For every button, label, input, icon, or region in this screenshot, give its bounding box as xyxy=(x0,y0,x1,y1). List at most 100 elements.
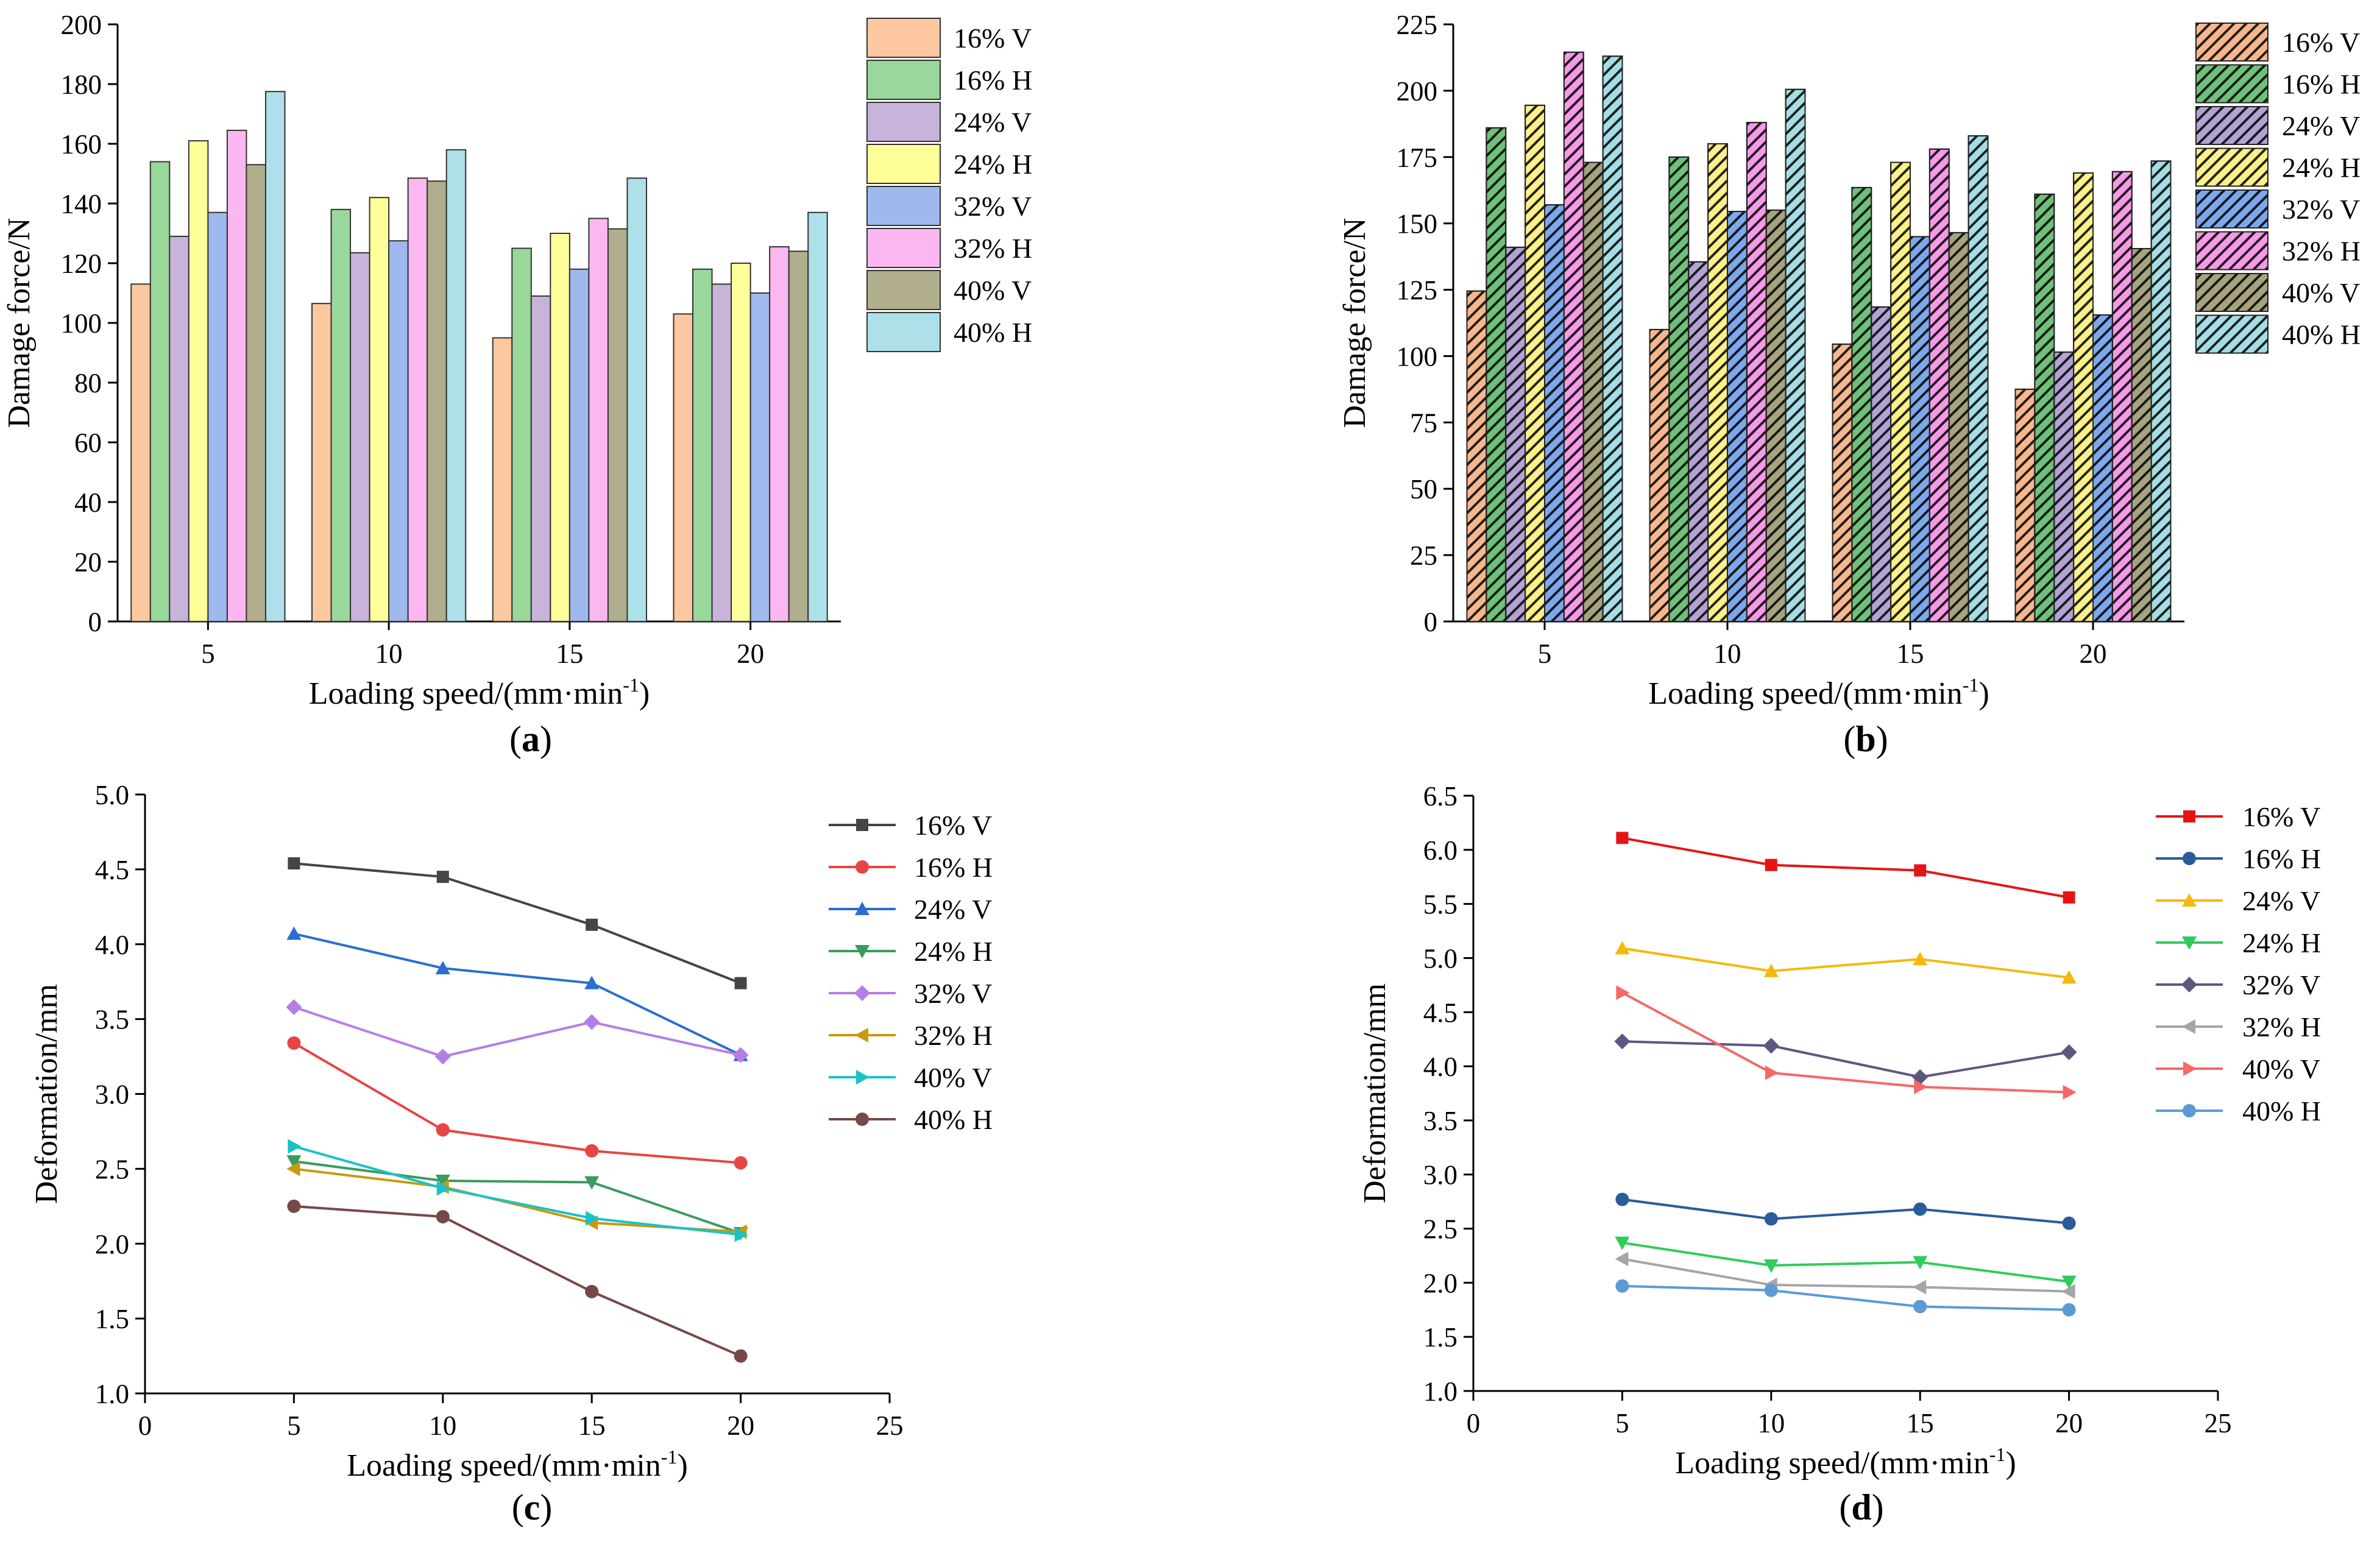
x-tick-label: 25 xyxy=(2205,1408,2232,1439)
panel-c-line-chart: 1.0 1.5 2.0 2.5 3.0 3.5 4.0 4.5 5.0 Deformation/m… xyxy=(29,780,993,1527)
x-axis-title-close: ) xyxy=(677,1448,687,1483)
data-point xyxy=(2181,977,2197,993)
data-point xyxy=(435,961,450,975)
caption-letter: a xyxy=(522,719,540,759)
y-axis-title: Damage force/N xyxy=(2,218,37,428)
x-tick-label: 20 xyxy=(737,639,764,669)
data-point xyxy=(1765,1065,1779,1080)
data-point xyxy=(286,999,302,1015)
data-point xyxy=(2063,891,2075,904)
legend-swatch xyxy=(866,312,941,352)
bar xyxy=(207,211,228,622)
bar xyxy=(692,268,713,622)
bar xyxy=(673,313,694,622)
data-point xyxy=(2062,1216,2076,1230)
x-tick-label: 15 xyxy=(1897,639,1924,669)
x-axis-title-close: ) xyxy=(639,676,650,711)
bar xyxy=(788,250,809,622)
y-tick-label: 60 xyxy=(74,428,102,458)
data-point xyxy=(286,1155,302,1169)
legend-label: 32% H xyxy=(2242,1011,2321,1042)
x-axis-title-main: Loading speed/(mm·min xyxy=(347,1448,661,1483)
y-tick-label: 150 xyxy=(1397,209,1438,239)
series-line xyxy=(293,1006,742,1058)
legend-swatch-hatch xyxy=(2195,231,2268,271)
series-line xyxy=(1622,1241,2069,1283)
data-point xyxy=(2061,1284,2075,1299)
data-point xyxy=(1615,1236,1630,1250)
data-point xyxy=(856,819,868,831)
data-point xyxy=(2182,1019,2195,1034)
data-point xyxy=(584,975,600,989)
data-point xyxy=(855,945,869,958)
bar-hatch xyxy=(1544,204,1565,622)
data-point xyxy=(586,1211,600,1226)
data-point xyxy=(436,1123,450,1137)
data-point xyxy=(1763,1038,1779,1054)
data-point xyxy=(584,1176,600,1190)
bar xyxy=(330,208,352,622)
bar xyxy=(749,292,771,622)
legend-label: 40% H xyxy=(954,317,1032,348)
y-tick-label: 4.5 xyxy=(95,855,129,885)
bar xyxy=(731,263,751,622)
y-tick-label: 125 xyxy=(1397,275,1438,306)
y-tick-label: 2.5 xyxy=(95,1154,129,1184)
y-tick-label: 200 xyxy=(61,10,102,40)
legend-label: 40% V xyxy=(2282,277,2360,308)
y-tick-label: 40 xyxy=(74,487,102,518)
legend: 16% V 16% H 24% V 24% H 32% V 32% H 40% V 40% H xyxy=(2156,801,2321,1127)
x-axis-title: Loading speed/(mm·min-1) xyxy=(1675,1443,2016,1481)
data-point xyxy=(855,860,869,874)
legend-label: 40% H xyxy=(2242,1095,2321,1127)
bar-hatch xyxy=(1948,232,1969,622)
y-tick-label: 2.0 xyxy=(95,1229,129,1259)
panel-d-line-chart: 1.0 1.5 2.0 2.5 3.0 3.5 4.0 4.5 5.0 5.5 6.0 6.5 Defo… xyxy=(1358,781,2321,1527)
x-tick-label: 20 xyxy=(727,1410,754,1441)
bar xyxy=(568,268,590,622)
data-point xyxy=(1913,1256,1928,1270)
bar xyxy=(311,303,332,622)
data-point xyxy=(734,977,747,989)
y-tick-label: 175 xyxy=(1397,143,1438,173)
legend-swatch xyxy=(866,270,941,310)
bar-hatch xyxy=(2131,248,2152,622)
bar xyxy=(530,295,551,622)
legend-label: 24% H xyxy=(2242,927,2321,958)
bar-hatch xyxy=(1707,143,1728,622)
bar xyxy=(407,177,428,623)
legend-label: 24% H xyxy=(2282,152,2361,183)
data-point xyxy=(287,1036,301,1050)
bar-hatch xyxy=(1505,246,1526,623)
data-point xyxy=(436,871,449,883)
series xyxy=(287,1036,748,1170)
data-point xyxy=(1764,1212,1778,1226)
y-tick-label: 140 xyxy=(61,189,102,219)
bar-hatch xyxy=(1746,122,1767,622)
series-line xyxy=(293,1042,741,1164)
x-tick-label: 5 xyxy=(1538,639,1552,669)
data-point xyxy=(1913,1300,1927,1314)
x-axis-title-superscript: -1 xyxy=(1963,674,1979,696)
bar xyxy=(550,233,570,622)
legend-label: 24% V xyxy=(954,107,1032,138)
legend-swatch-hatch xyxy=(2195,64,2268,104)
x-tick-label: 5 xyxy=(287,1410,301,1441)
bar xyxy=(188,140,209,623)
legend-label: 16% H xyxy=(2242,843,2321,874)
data-point xyxy=(2063,1085,2077,1100)
caption-paren-close: ) xyxy=(540,1487,552,1527)
panel-a-bar-chart: 0 20 40 60 80 100 120 140 160 180 200 Damage force/… xyxy=(2,10,1032,759)
y-tick-label: 0 xyxy=(1424,607,1438,637)
data-point xyxy=(856,1070,869,1085)
x-tick-label: 0 xyxy=(138,1410,152,1441)
data-point xyxy=(1763,1259,1779,1273)
bar xyxy=(130,283,151,622)
data-point xyxy=(1913,1202,1927,1216)
data-point xyxy=(1615,941,1630,955)
data-point xyxy=(434,1049,451,1065)
legend-label: 16% V xyxy=(914,810,992,841)
y-tick-label: 3.0 xyxy=(1423,1160,1457,1191)
series xyxy=(287,1199,748,1363)
